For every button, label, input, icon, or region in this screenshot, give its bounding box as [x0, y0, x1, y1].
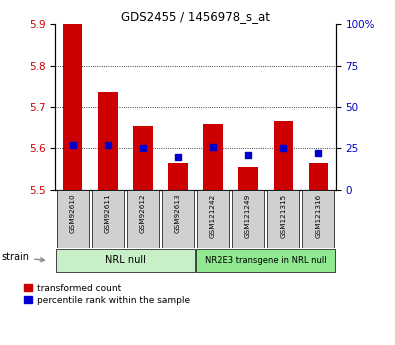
Text: GSM121315: GSM121315 — [280, 194, 286, 238]
Text: GSM92613: GSM92613 — [175, 194, 181, 234]
Text: NR2E3 transgene in NRL null: NR2E3 transgene in NRL null — [205, 256, 326, 265]
Bar — [168, 163, 188, 190]
Bar — [273, 121, 293, 190]
Title: GDS2455 / 1456978_s_at: GDS2455 / 1456978_s_at — [121, 10, 270, 23]
Bar — [56, 249, 195, 272]
Bar — [196, 249, 335, 272]
Bar — [203, 124, 223, 190]
Bar — [302, 190, 334, 248]
Bar — [267, 190, 299, 248]
Point — [105, 142, 111, 148]
Bar — [232, 190, 264, 248]
Text: GSM121316: GSM121316 — [315, 194, 321, 238]
Text: GSM92612: GSM92612 — [140, 194, 146, 234]
Bar — [162, 190, 194, 248]
Bar — [133, 126, 152, 190]
Bar — [57, 190, 89, 248]
Point — [245, 152, 251, 158]
Legend: transformed count, percentile rank within the sample: transformed count, percentile rank withi… — [24, 284, 190, 305]
Point — [140, 146, 146, 151]
Bar — [308, 163, 328, 190]
Bar — [127, 190, 159, 248]
Bar — [239, 167, 258, 190]
Bar — [98, 92, 118, 190]
Point — [175, 154, 181, 159]
Bar — [92, 190, 124, 248]
Point — [210, 144, 216, 149]
Text: strain: strain — [1, 253, 44, 263]
Text: GSM92610: GSM92610 — [70, 194, 76, 234]
Point — [280, 146, 286, 151]
Point — [315, 150, 322, 156]
Text: GSM92611: GSM92611 — [105, 194, 111, 234]
Text: GSM121249: GSM121249 — [245, 194, 251, 238]
Bar — [197, 190, 229, 248]
Text: NRL null: NRL null — [105, 256, 146, 265]
Text: GSM121242: GSM121242 — [210, 194, 216, 238]
Bar — [63, 22, 83, 190]
Point — [70, 142, 76, 148]
